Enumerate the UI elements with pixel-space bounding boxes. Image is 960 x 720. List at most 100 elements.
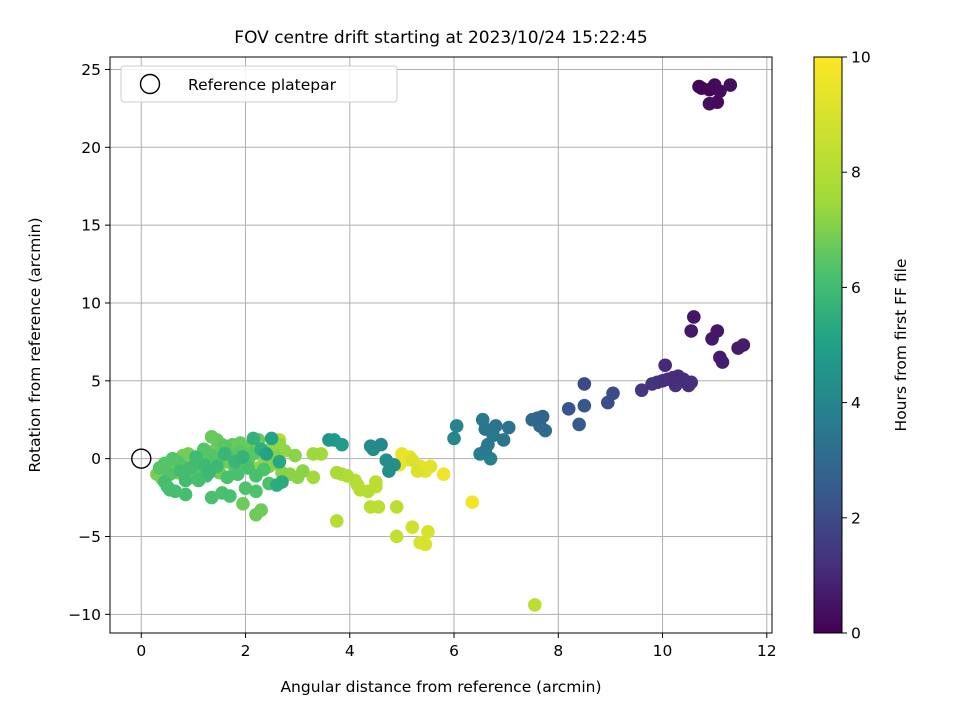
data-point [405,520,420,534]
y-tick-label: −10 [68,606,101,624]
colorbar-tick-label: 0 [851,625,861,643]
data-point [447,431,461,446]
data-point [236,450,250,464]
x-tick-label: 4 [345,642,355,660]
data-point [389,529,404,544]
data-point [329,465,344,480]
colorbar-label: Hours from first FF file [892,259,910,432]
chart-title: FOV centre drift starting at 2023/10/24 … [234,28,647,48]
data-point [288,448,302,463]
data-point [671,369,685,383]
data-point [405,453,420,468]
data-point [379,453,394,468]
data-point [249,468,263,483]
data-point [361,484,375,499]
data-point [577,398,592,413]
colorbar-ticks: 0 2 4 6 8 10 [842,49,871,643]
data-point [322,433,336,447]
data-point [731,341,745,355]
colorbar-tick-label: 8 [851,164,861,182]
x-tick-label: 8 [553,642,563,660]
data-point [306,470,321,485]
data-point [275,475,289,489]
data-point [382,464,396,478]
data-point [606,386,620,401]
data-point [561,402,576,416]
x-tick-label: 10 [653,642,673,660]
data-point [189,450,203,464]
x-tick-label: 0 [136,642,146,660]
data-point [272,454,287,469]
data-point [713,84,727,99]
data-point [374,437,388,452]
data-point [687,310,701,324]
data-point [178,487,193,502]
data-point [246,431,261,446]
data-point [249,507,263,522]
y-axis-ticks: −10 −5 0 5 10 15 20 25 [68,61,110,624]
data-point [713,350,727,365]
data-point [220,470,235,485]
data-point [528,598,542,612]
data-point [306,447,321,461]
x-tick-label: 12 [757,642,777,660]
data-point [710,95,725,109]
data-point [410,464,425,478]
x-tick-label: 2 [241,642,251,660]
data-point [173,464,188,478]
data-point [202,465,216,480]
colorbar-tick-label: 4 [851,394,861,412]
data-point [501,420,516,435]
x-axis-label: Angular distance from reference (arcmin) [280,678,601,696]
data-point [681,378,696,393]
data-point [249,484,263,499]
data-point [371,500,386,514]
data-point [692,79,706,94]
data-point [684,324,699,338]
data-point [449,419,464,433]
data-point [572,417,586,432]
data-point [577,377,592,391]
colorbar-tick-label: 10 [851,49,871,67]
data-point [658,358,672,373]
data-point [340,468,354,483]
colorbar-tick-label: 6 [851,279,861,297]
data-point [478,444,493,458]
legend-entry-label: Reference platepar [188,76,337,94]
grid-lines [110,57,772,633]
data-point [236,496,250,511]
data-point [204,490,219,505]
colorbar-tick-label: 2 [851,509,861,527]
data-point [723,78,738,92]
data-point [634,383,649,397]
y-tick-label: −5 [78,528,101,546]
data-point [488,419,503,433]
x-tick-label: 6 [449,642,459,660]
data-point [259,447,274,461]
plot-frame [109,56,773,634]
data-point [238,481,253,496]
y-axis-label: Rotation from reference (arcmin) [26,217,44,472]
y-tick-label: 5 [91,372,101,390]
legend-reference-marker [139,73,161,95]
data-point [230,467,245,482]
data-point [496,433,511,447]
y-tick-label: 20 [81,139,101,157]
reference-platepar-marker [131,448,152,469]
data-point [329,514,344,528]
data-point [535,409,550,424]
data-point [423,459,438,474]
data-point [157,475,172,489]
x-axis-ticks: 0 2 4 6 8 10 12 [136,633,777,660]
colorbar [813,56,843,634]
data-point [421,525,435,539]
data-point [296,464,310,478]
legend: Reference platepar [120,65,398,103]
data-point [465,495,480,510]
data-point [264,431,279,446]
data-point [389,500,404,514]
y-tick-label: 10 [81,294,101,312]
data-point [478,422,493,436]
y-tick-label: 15 [81,217,101,235]
